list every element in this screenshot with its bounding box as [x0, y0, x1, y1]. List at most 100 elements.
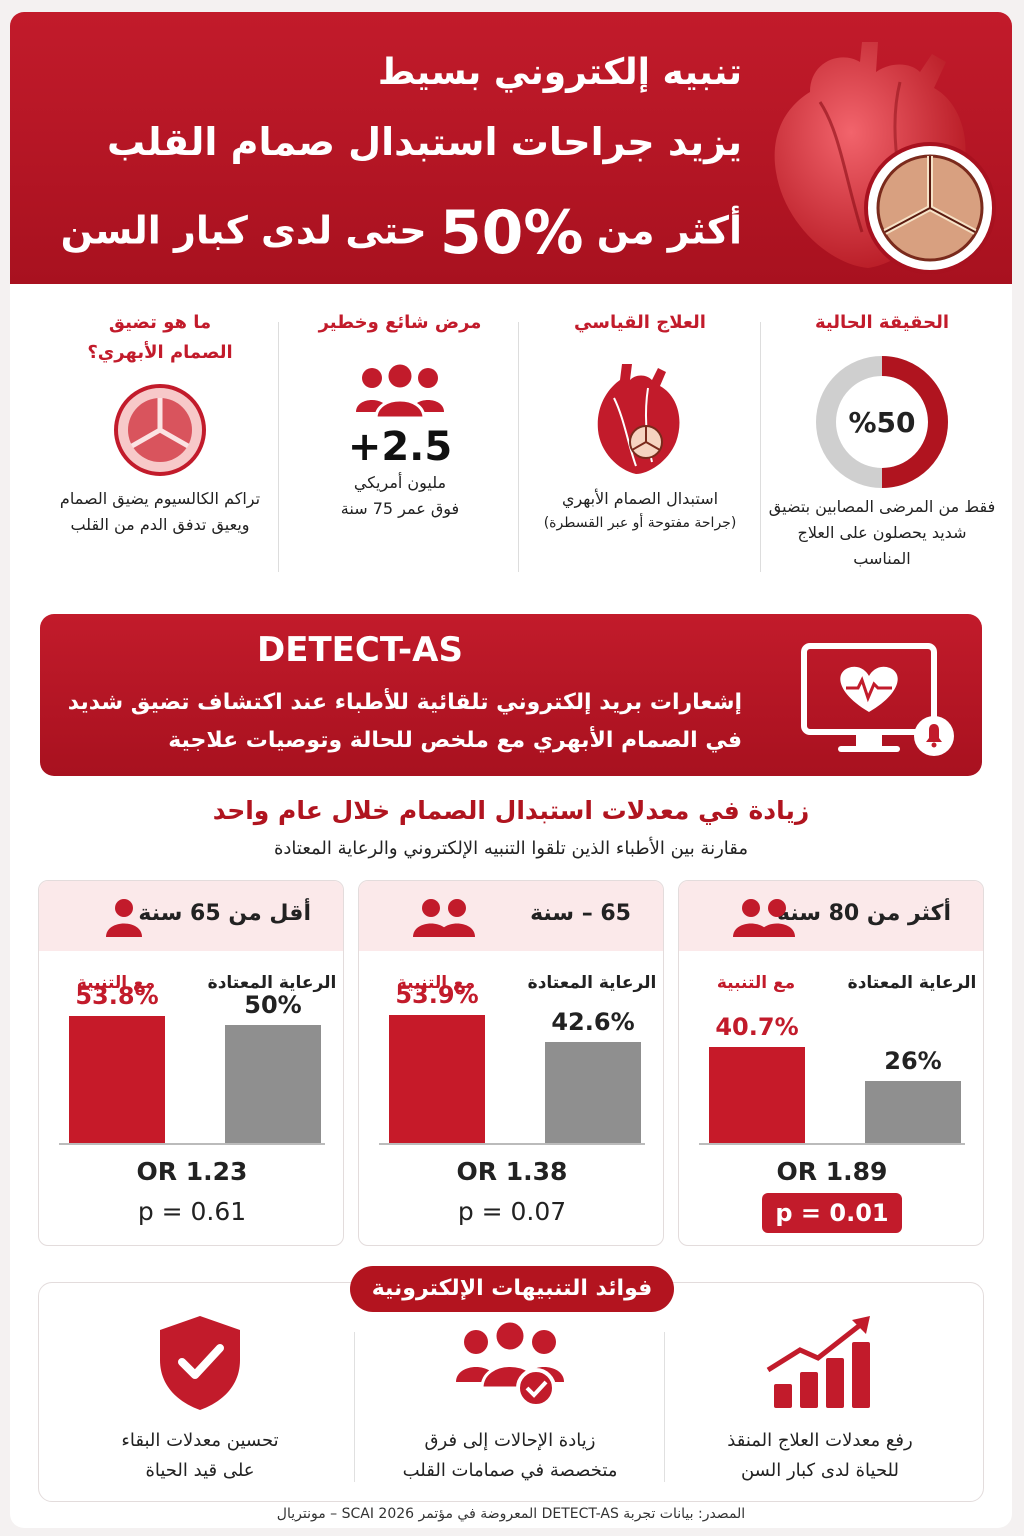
bar-chart: 40.7% 26%	[679, 1001, 983, 1143]
fact-current-reality: الحقيقة الحالية %50 فقط من المرضى المصاب…	[762, 308, 1002, 588]
infographic: تنبيه إلكتروني بسيط يزيد جراحات استبدال …	[10, 12, 1012, 1528]
fact-text: فقط من المرضى المصابين بتضيق شديد يحصلون…	[768, 497, 996, 568]
fact-text: استبدال الصمام الأبهري	[561, 489, 719, 508]
detect-line-2: في الصمام الأبهري مع ملخص للحالة وتوصيات…	[168, 728, 742, 753]
valve-icon	[114, 384, 206, 476]
benefit-line-2: متخصصة في صمامات القلب	[402, 1460, 618, 1481]
detect-description: إشعارات بريد إلكتروني تلقائية للأطباء عن…	[62, 684, 742, 760]
p-value-badge: p = 0.01	[762, 1193, 902, 1233]
fact-text: تراكم الكالسيوم يضيق الصمام ويعيق تدفق ا…	[59, 489, 261, 534]
headline-percent: 50%	[439, 198, 584, 268]
bar-chart: 53.9% 42.6%	[359, 981, 663, 1143]
fact-title: الحقيقة الحالية	[814, 312, 950, 333]
fact-title: مرض شائع وخطير	[318, 312, 482, 333]
fact-common-disease: مرض شائع وخطير +2.5 مليون أمريكي فوق عمر…	[280, 308, 520, 588]
value-usual-care: 42.6%	[551, 1008, 635, 1037]
value-usual-care: 50%	[244, 990, 302, 1019]
bar-usual-care	[225, 1024, 321, 1143]
source-note: المصدر: بيانات تجربة DETECT-AS المعروضة …	[276, 1506, 746, 1522]
results-title: زيادة في معدلات استبدال الصمام خلال عام …	[212, 796, 810, 825]
x-axis-line	[379, 1143, 645, 1145]
donut-label: %50	[848, 406, 915, 439]
headline-post: حتى لدى كبار السن	[60, 208, 427, 253]
heart-valve-illustration	[774, 42, 996, 274]
alert-label: مع التنبية	[716, 973, 796, 993]
donut-arc	[881, 356, 948, 488]
x-axis-line	[699, 1143, 965, 1145]
fact-title: العلاج القياسي	[574, 312, 706, 333]
age-group-label: أكثر من 80 سنة	[777, 901, 951, 926]
bar-usual-care	[865, 1081, 961, 1143]
benefit-line-1: تحسين معدلات البقاء	[121, 1430, 279, 1451]
group-card-65-80: 65 – سنة الرعاية المعتادة مع التنبية 53.…	[358, 880, 664, 1246]
bar-usual-care	[545, 1042, 641, 1143]
headline-line-3: أكثر من 50% حتى لدى كبار السن	[61, 198, 742, 268]
usual-care-label: الرعاية المعتادة	[847, 973, 977, 993]
fact-title-line-1: ما هو تضيق	[108, 312, 212, 333]
p-value: p = 0.61	[137, 1197, 247, 1226]
fact-title-line-2: الصمام الأبهري؟	[87, 342, 233, 363]
stat-line-2: فوق عمر 75 سنة	[340, 499, 460, 518]
usual-care-label: الرعاية المعتادة	[527, 973, 657, 993]
people-group-icon	[356, 361, 444, 420]
person-icon	[89, 897, 159, 937]
stat-number: +2.5	[347, 424, 453, 470]
group-card-over-80: أكثر من 80 سنة الرعاية المعتادة مع التنب…	[678, 880, 984, 1246]
value-alert: 53.9%	[395, 981, 479, 1010]
age-group-label: 65 – سنة	[530, 901, 631, 926]
detect-line-1: إشعارات بريد إلكتروني تلقائية للأطباء عن…	[67, 690, 742, 715]
alert-label: مع التنبية	[396, 973, 476, 993]
bar-alert	[389, 1015, 485, 1143]
value-alert: 40.7%	[715, 1012, 799, 1041]
benefits-title: فوائد التنبيهات الإلكترونية	[350, 1266, 674, 1312]
bar-chart: 53.8% 50%	[39, 982, 343, 1143]
benefit-item: رفع معدلات العلاج المنقذ للحياة لدى كبار…	[670, 1312, 970, 1492]
card-header: أكثر من 80 سنة	[679, 881, 983, 951]
headline-line-2: يزيد جراحات استبدال صمام القلب	[107, 120, 742, 164]
card-header: 65 – سنة	[359, 881, 663, 951]
fact-standard-treatment: العلاج القياسي استبدال الصمام الأبهري (ج…	[520, 308, 760, 588]
divider	[760, 322, 761, 572]
people-icon	[409, 897, 479, 937]
divider	[518, 322, 519, 572]
card-header: أقل من 65 سنة	[39, 881, 343, 951]
rising-bar-chart-icon	[766, 1316, 870, 1408]
heart-icon	[597, 364, 680, 474]
stat-line-1: مليون أمريكي	[353, 473, 447, 492]
benefit-item: زيادة الإحالات إلى فرق متخصصة في صمامات …	[360, 1312, 660, 1492]
facts-row: الحقيقة الحالية %50 فقط من المرضى المصاب…	[10, 308, 1012, 598]
fact-note: (جراحة مفتوحة أو عبر القسطرة)	[543, 515, 737, 531]
benefit-line-1: رفع معدلات العلاج المنقذ	[727, 1430, 913, 1451]
header-banner: تنبيه إلكتروني بسيط يزيد جراحات استبدال …	[10, 12, 1012, 284]
value-alert: 53.8%	[75, 981, 159, 1010]
team-check-icon	[456, 1319, 564, 1408]
odds-ratio: OR 1.23	[136, 1157, 248, 1186]
divider	[354, 1332, 355, 1482]
p-value: p = 0.07	[457, 1197, 567, 1226]
value-usual-care: 26%	[884, 1047, 942, 1076]
monitor-heart-icon	[801, 643, 954, 756]
group-card-under-65: أقل من 65 سنة الرعاية المعتادة مع التنبي…	[38, 880, 344, 1246]
usual-care-label: الرعاية المعتادة	[207, 973, 337, 993]
people-icon	[729, 897, 799, 937]
benefit-item: تحسين معدلات البقاء على قيد الحياة	[50, 1312, 350, 1492]
shield-check-icon	[160, 1316, 240, 1410]
benefit-line-2: على قيد الحياة	[145, 1460, 255, 1481]
benefit-line-2: للحياة لدى كبار السن	[740, 1460, 900, 1481]
donut-chart: %50	[816, 356, 948, 488]
divider	[664, 1332, 665, 1482]
bar-alert	[709, 1046, 805, 1143]
alert-label: مع التنبية	[76, 973, 156, 993]
fact-what-is-stenosis: ما هو تضيق الصمام الأبهري؟ تراكم الكالسي…	[40, 308, 280, 588]
x-axis-line	[59, 1143, 325, 1145]
age-group-label: أقل من 65 سنة	[138, 901, 311, 926]
divider	[278, 322, 279, 572]
detect-title: DETECT-AS	[257, 630, 463, 670]
odds-ratio: OR 1.38	[456, 1157, 568, 1186]
detect-as-banner: DETECT-AS إشعارات بريد إلكتروني تلقائية …	[40, 614, 982, 776]
headline-line-1: تنبيه إلكتروني بسيط	[377, 52, 742, 93]
headline-pre: أكثر من	[596, 208, 742, 253]
odds-ratio: OR 1.89	[776, 1157, 888, 1186]
results-subtitle: مقارنة بين الأطباء الذين تلقوا التنبيه ا…	[273, 838, 749, 859]
benefit-line-1: زيادة الإحالات إلى فرق	[424, 1430, 596, 1451]
